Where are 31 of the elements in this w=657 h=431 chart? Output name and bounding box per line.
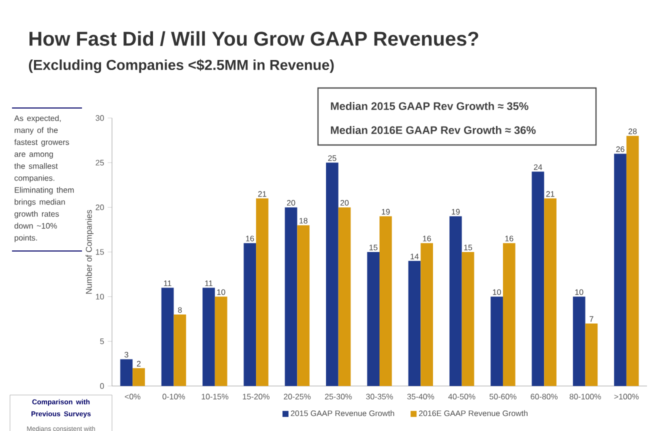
bar — [202, 288, 215, 386]
bar — [297, 225, 310, 386]
text: Median 2015 GAAP Rev Growth ≈ 35% — [330, 102, 528, 110]
bar — [544, 198, 556, 386]
bar — [174, 314, 186, 386]
bar — [572, 296, 586, 386]
bar — [614, 154, 626, 386]
bar — [462, 252, 474, 386]
bar — [408, 260, 421, 386]
y-axis-title: Number of Companies — [86, 210, 94, 294]
bar — [585, 323, 598, 386]
bar — [367, 252, 380, 386]
bar — [380, 216, 392, 386]
bar — [161, 288, 174, 386]
bar — [284, 207, 298, 386]
bar — [214, 296, 228, 386]
bar — [502, 243, 516, 386]
bar — [256, 198, 268, 386]
bar — [244, 243, 256, 386]
bar — [326, 162, 338, 386]
bar — [490, 296, 503, 386]
chart-title: How Fast Did / Will You Grow GAAP Revenues? — [30, 31, 478, 46]
bar — [338, 207, 351, 386]
annotation: Median 2016E GAAP Rev Growth ≈ 36% — [330, 126, 536, 134]
chart-subtitle: (Excluding Companies <$2.5MM in Revenue) — [28, 59, 334, 73]
bar — [420, 243, 434, 386]
bar — [449, 216, 462, 386]
bar — [532, 172, 544, 386]
bar — [626, 136, 639, 386]
bar — [132, 368, 145, 386]
bar — [120, 359, 133, 386]
